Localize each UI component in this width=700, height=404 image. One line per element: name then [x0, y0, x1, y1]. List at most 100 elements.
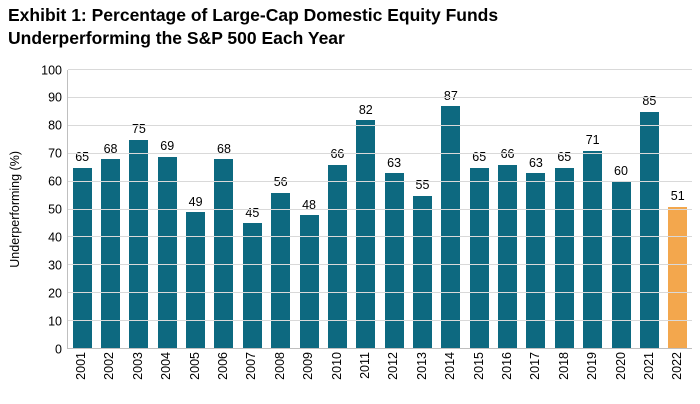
x-tick-label: 2017: [528, 352, 543, 380]
bar-slot: 87: [437, 70, 465, 349]
x-tick-label: 2018: [556, 352, 571, 380]
bar: [554, 167, 574, 349]
x-label-slot: 2010: [323, 352, 351, 402]
bar: [498, 164, 518, 349]
x-label-slot: 2021: [635, 352, 663, 402]
bar: [668, 206, 688, 349]
bar-slot: 49: [181, 70, 209, 349]
bar-slot: 65: [465, 70, 493, 349]
x-label-slot: 2005: [181, 352, 209, 402]
bar: [129, 139, 149, 349]
bar: [583, 150, 603, 349]
x-tick-label: 2014: [443, 352, 458, 380]
x-label-slot: 2019: [578, 352, 606, 402]
bar-slot: 71: [578, 70, 606, 349]
x-label-slot: 2012: [379, 352, 407, 402]
bar-value-label: 68: [217, 141, 231, 156]
bar-slot: 68: [210, 70, 238, 349]
bar: [384, 173, 404, 349]
x-tick-label: 2005: [187, 352, 202, 380]
bar-value-label: 63: [528, 155, 543, 170]
bar-value-label: 87: [443, 88, 458, 103]
x-label-slot: 2007: [237, 352, 265, 402]
x-tick-label: 2006: [215, 352, 230, 380]
bar-value-label: 85: [642, 94, 657, 109]
bar-value-label: 63: [387, 155, 402, 170]
bar-slot: 60: [607, 70, 635, 349]
bar-value-label: 48: [302, 197, 316, 212]
bar-value-label: 56: [273, 175, 288, 190]
x-label-slot: 2011: [351, 352, 379, 402]
gridline: [68, 180, 692, 182]
bar-slot: 55: [408, 70, 436, 349]
x-label-slot: 2014: [436, 352, 464, 402]
chart-title-line1: Exhibit 1: Percentage of Large-Cap Domes…: [8, 5, 499, 25]
bar-slot: 51: [664, 70, 692, 349]
bar-value-label: 60: [614, 164, 628, 179]
bar: [639, 111, 659, 349]
gridline: [68, 208, 692, 210]
bar-value-label: 75: [131, 122, 146, 137]
y-tick-label: 40: [48, 230, 62, 245]
x-label-slot: 2018: [550, 352, 578, 402]
bar: [157, 156, 177, 349]
bar-slot: 45: [238, 70, 266, 349]
x-label-slot: 2022: [664, 352, 692, 402]
x-label-slot: 2002: [95, 352, 123, 402]
x-label-slot: 2003: [124, 352, 152, 402]
x-label-slot: 2009: [294, 352, 322, 402]
bar: [271, 192, 291, 349]
bar-value-label: 82: [358, 102, 373, 117]
x-tick-label: 2003: [130, 352, 145, 380]
bar: [101, 159, 121, 349]
bar-slot: 66: [323, 70, 351, 349]
bar-value-label: 55: [415, 178, 430, 193]
chart-title-line2: Underperforming the S&P 500 Each Year: [8, 28, 345, 48]
bar-slot: 68: [96, 70, 124, 349]
chart-title: Exhibit 1: Percentage of Large-Cap Domes…: [8, 4, 688, 50]
bar-value-label: 49: [188, 194, 203, 209]
bar-slot: 82: [352, 70, 380, 349]
x-label-slot: 2013: [408, 352, 436, 402]
x-label-slot: 2016: [493, 352, 521, 402]
x-tick-label: 2022: [670, 352, 685, 380]
bar: [72, 167, 92, 349]
x-label-slot: 2008: [266, 352, 294, 402]
bar-slot: 85: [635, 70, 663, 349]
y-tick-label: 10: [48, 313, 62, 328]
bar-value-label: 68: [103, 141, 118, 156]
bar-slot: 65: [68, 70, 96, 349]
bar: [441, 106, 461, 349]
bar: [526, 173, 546, 349]
gridline: [68, 292, 692, 294]
bar-slot: 48: [295, 70, 323, 349]
bar-slot: 69: [153, 70, 181, 349]
x-tick-label: 2008: [272, 352, 287, 380]
y-axis-ticks: 0 10 20 30 40 50 60 70 80 90 100: [20, 64, 62, 355]
x-label-slot: 2017: [522, 352, 550, 402]
bar: [356, 120, 376, 349]
plot-area: 65 68 75 69 49 68 45 56 48 66 82 63 55 87 65 66 63 65 71 60…: [67, 69, 692, 349]
y-tick-label: 80: [48, 118, 62, 133]
bar-value-label: 65: [75, 150, 90, 165]
y-tick-label: 100: [41, 62, 62, 77]
bar-slot: 56: [267, 70, 295, 349]
bar: [299, 215, 319, 349]
gridline: [68, 69, 692, 70]
bar: [327, 164, 347, 349]
y-tick-label: 50: [48, 202, 62, 217]
y-tick-label: 70: [48, 146, 62, 161]
y-tick-label: 60: [48, 174, 62, 189]
x-tick-label: 2010: [329, 352, 344, 380]
x-label-slot: 2001: [67, 352, 95, 402]
x-tick-label: 2015: [471, 352, 486, 380]
x-label-slot: 2006: [209, 352, 237, 402]
x-label-slot: 2004: [152, 352, 180, 402]
x-tick-label: 2009: [301, 352, 316, 380]
bar: [412, 195, 432, 349]
x-tick-label: 2021: [642, 352, 657, 380]
bar-value-label: 65: [557, 150, 572, 165]
bar-value-label: 66: [330, 147, 345, 162]
x-tick-label: 2012: [386, 352, 401, 380]
bar-value-label: 65: [472, 150, 487, 165]
